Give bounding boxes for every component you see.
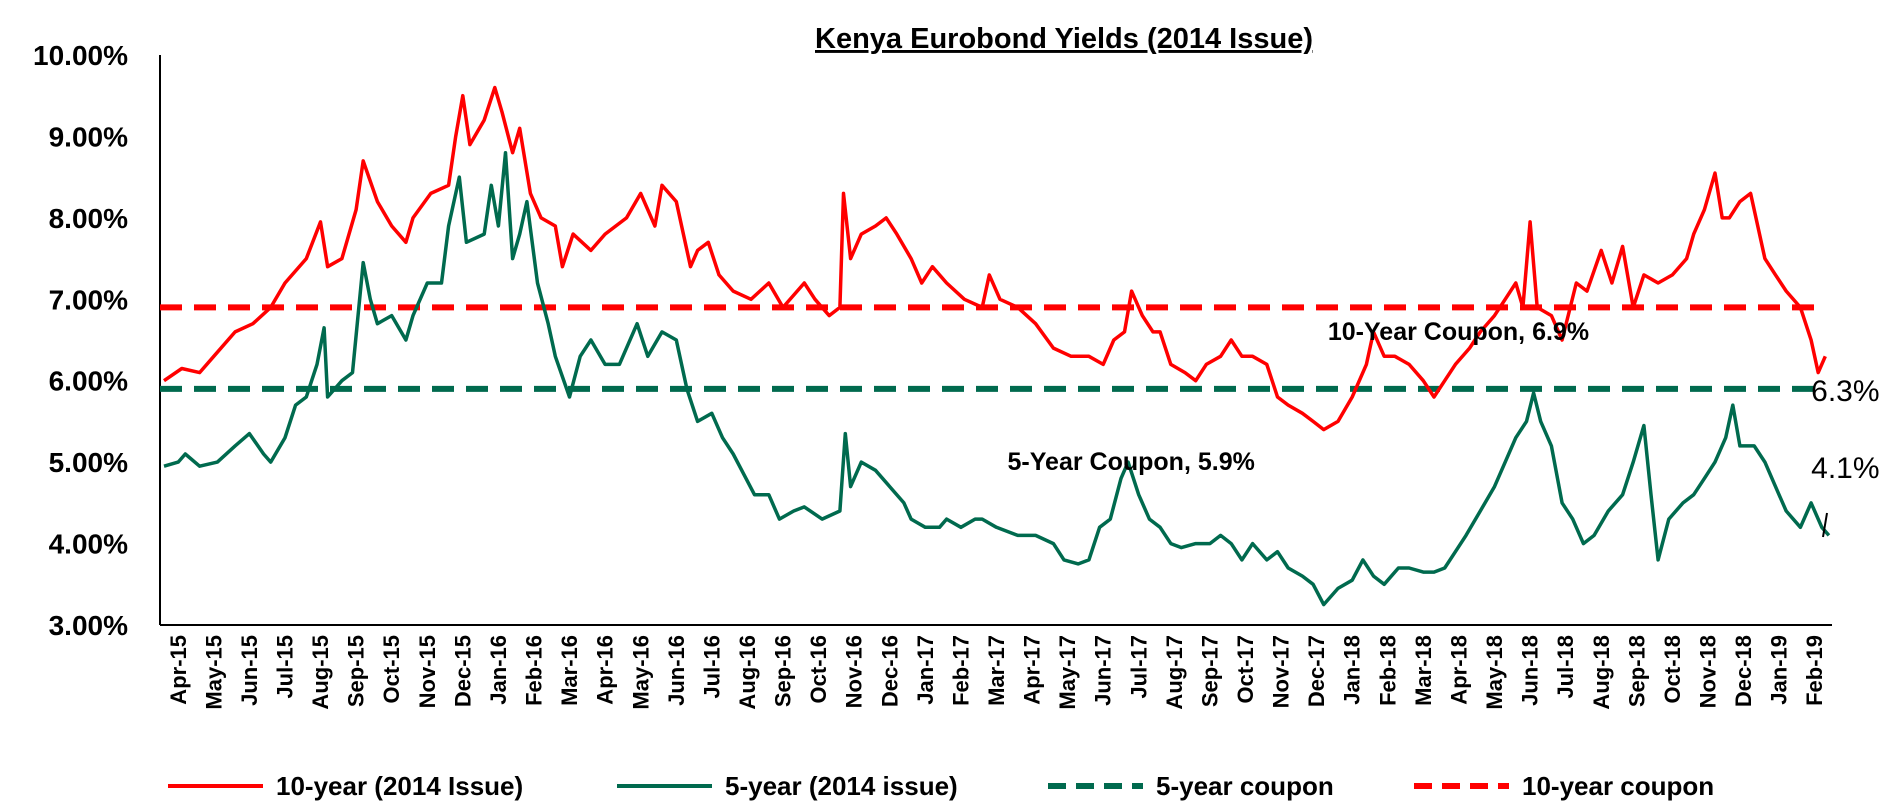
x-tick-label: Jul-16 [699, 635, 724, 699]
series-line-5-year-2014-issue [163, 150, 1831, 607]
x-tick-label: Feb-17 [948, 635, 973, 706]
x-tick-label: Jun-15 [237, 635, 262, 706]
series-line-10-year-2014-issue [163, 85, 1827, 432]
x-tick-label: Jan-19 [1767, 635, 1792, 705]
x-tick-label: Apr-16 [593, 635, 618, 705]
legend-item: 10-year (2014 Issue) [168, 771, 523, 801]
x-tick-label: Dec-15 [450, 635, 475, 707]
x-tick-label: Feb-18 [1375, 635, 1400, 706]
x-tick-label: Jan-16 [486, 635, 511, 705]
x-tick-label: Mar-17 [984, 635, 1009, 706]
x-tick-label: Aug-16 [735, 635, 760, 710]
x-tick-label: May-18 [1482, 635, 1507, 710]
x-tick-label: Aug-15 [308, 635, 333, 710]
x-tick-label: Feb-19 [1802, 635, 1827, 706]
legend-item: 5-year (2014 issue) [617, 771, 958, 801]
x-tick-label: Apr-17 [1020, 635, 1045, 705]
x-tick-label: Sep-17 [1197, 635, 1222, 707]
y-tick-label: 9.00% [49, 121, 128, 152]
x-tick-label: Jan-17 [913, 635, 938, 705]
x-tick-label: Jul-17 [1126, 635, 1151, 699]
x-tick-label: May-16 [628, 635, 653, 710]
x-tick-label: Jul-15 [273, 635, 298, 699]
x-tick-label: Nov-18 [1695, 635, 1720, 708]
x-tick-label: Oct-17 [1233, 635, 1258, 703]
x-tick-label: Aug-18 [1589, 635, 1614, 710]
y-tick-label: 10.00% [33, 40, 128, 71]
end-value-label: 4.1% [1811, 452, 1879, 485]
x-tick-label: Mar-16 [557, 635, 582, 706]
legend-label: 10-year (2014 Issue) [276, 771, 523, 801]
legend-label: 5-year (2014 issue) [725, 771, 958, 801]
x-tick-label: Dec-17 [1304, 635, 1329, 707]
end-label-leader [1822, 512, 1828, 538]
x-tick-label: Sep-15 [344, 635, 369, 707]
x-tick-label: Apr-15 [166, 635, 191, 705]
x-tick-label: Sep-18 [1624, 635, 1649, 707]
legend-label: 10-year coupon [1522, 771, 1714, 801]
x-tick-label: Mar-18 [1411, 635, 1436, 706]
y-tick-label: 3.00% [49, 610, 128, 641]
coupon-annotation: 5-Year Coupon, 5.9% [1008, 448, 1255, 476]
y-tick-label: 6.00% [49, 366, 128, 397]
x-tick-label: May-17 [1055, 635, 1080, 710]
chart-title: Kenya Eurobond Yields (2014 Issue) [815, 23, 1313, 55]
x-tick-label: Jan-18 [1340, 635, 1365, 705]
legend-label: 5-year coupon [1156, 771, 1334, 801]
x-tick-label: Jun-16 [664, 635, 689, 706]
x-tick-label: Oct-18 [1660, 635, 1685, 703]
x-tick-label: Dec-18 [1731, 635, 1756, 707]
x-tick-label: Jun-17 [1091, 635, 1116, 706]
x-tick-label: Oct-16 [806, 635, 831, 703]
x-tick-label: Nov-17 [1269, 635, 1294, 708]
x-tick-label: Jul-18 [1553, 635, 1578, 699]
x-tick-label: Feb-16 [522, 635, 547, 706]
y-tick-label: 5.00% [49, 447, 128, 478]
y-tick-label: 4.00% [49, 529, 128, 560]
legend-item: 10-year coupon [1414, 771, 1714, 801]
x-tick-label: Aug-17 [1162, 635, 1187, 710]
legend-item: 5-year coupon [1048, 771, 1334, 801]
x-tick-label: Dec-16 [877, 635, 902, 707]
x-tick-label: Apr-18 [1446, 635, 1471, 705]
y-tick-label: 7.00% [49, 284, 128, 315]
x-tick-label: Jun-18 [1518, 635, 1543, 706]
x-tick-label: Sep-16 [771, 635, 796, 707]
x-tick-label: Oct-15 [379, 635, 404, 703]
x-tick-label: Nov-16 [842, 635, 867, 708]
end-value-label: 6.3% [1811, 375, 1879, 408]
x-tick-label: Nov-15 [415, 635, 440, 708]
coupon-annotation: 10-Year Coupon, 6.9% [1328, 318, 1589, 346]
x-tick-label: May-15 [201, 635, 226, 710]
y-tick-label: 8.00% [49, 203, 128, 234]
